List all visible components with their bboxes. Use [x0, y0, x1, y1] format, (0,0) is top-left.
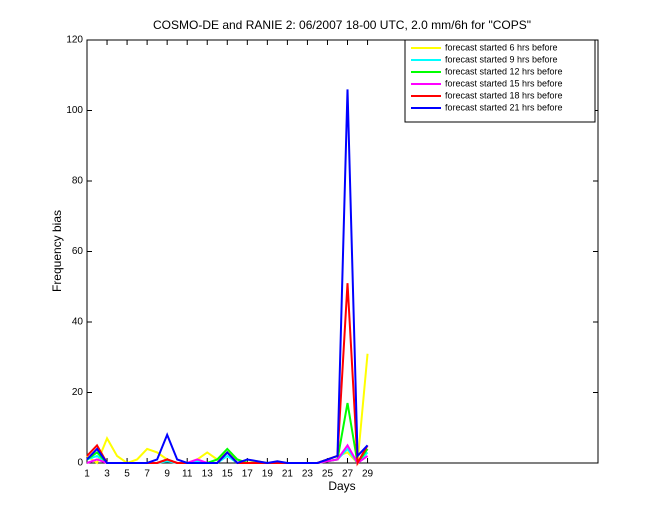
series-line [86, 89, 369, 465]
x-tick-label: 21 [282, 469, 294, 480]
legend-label: forecast started 6 hrs before [445, 42, 558, 52]
y-tick-label: 60 [72, 246, 84, 257]
x-tick-label: 29 [362, 469, 374, 480]
x-tick-label: 11 [182, 469, 193, 480]
legend-label: forecast started 9 hrs before [445, 54, 558, 64]
y-tick-label: 120 [66, 35, 83, 46]
x-tick-label: 1 [84, 469, 90, 480]
x-tick-label: 13 [202, 469, 214, 480]
x-tick-label: 5 [124, 469, 130, 480]
y-tick-label: 40 [72, 317, 84, 328]
x-tick-label: 19 [262, 469, 274, 480]
x-tick-label: 17 [242, 469, 254, 480]
legend-label: forecast started 12 hrs before [445, 66, 563, 76]
x-tick-label: 9 [164, 469, 170, 480]
legend-label: forecast started 15 hrs before [445, 78, 563, 88]
x-tick-label: 3 [104, 469, 110, 480]
x-tick-label: 7 [144, 469, 150, 480]
x-tick-label: 23 [302, 469, 314, 480]
chart-title: COSMO-DE and RANIE 2: 06/2007 18-00 UTC,… [153, 18, 531, 32]
legend-label: forecast started 18 hrs before [445, 90, 563, 100]
y-tick-label: 80 [72, 176, 84, 187]
y-tick-label: 20 [72, 387, 84, 398]
y-axis-label: Frequency bias [50, 210, 64, 292]
y-tick-label: 100 [66, 105, 83, 116]
x-tick-label: 15 [222, 469, 234, 480]
y-tick-label: 0 [77, 458, 83, 469]
x-tick-label: 25 [322, 469, 334, 480]
x-axis-label: Days [328, 479, 355, 493]
x-tick-label: 27 [342, 469, 354, 480]
legend-label: forecast started 21 hrs before [445, 102, 563, 112]
